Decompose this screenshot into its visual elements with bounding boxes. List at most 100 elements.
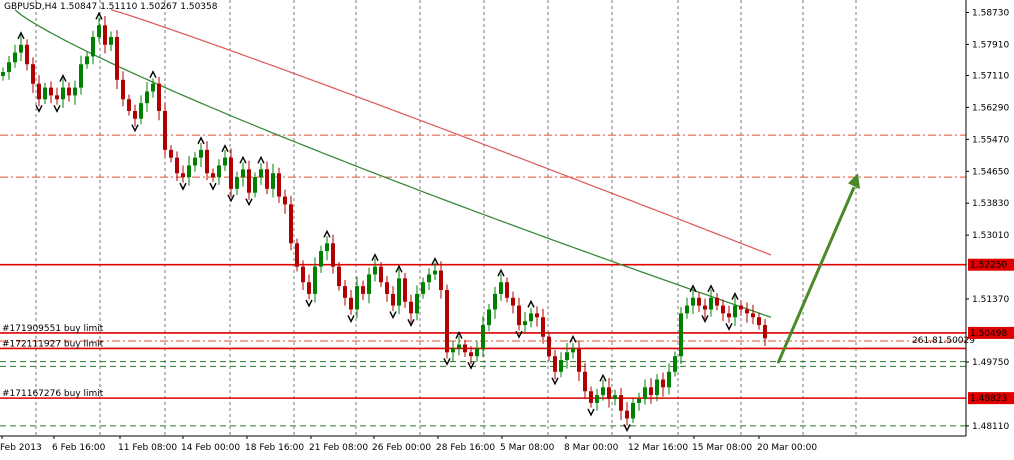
candle-body — [445, 290, 449, 353]
candle-body — [709, 297, 713, 310]
candle-body — [529, 313, 533, 322]
candle-body — [661, 379, 665, 388]
trend-arrow-shaft — [776, 186, 856, 364]
candle-body — [655, 379, 659, 396]
candle-body — [139, 103, 143, 119]
candle-body — [547, 336, 551, 357]
candle-body — [667, 371, 671, 388]
fractal-down-marker — [587, 408, 595, 417]
candle-body — [535, 313, 539, 318]
price-label-box — [968, 326, 1014, 339]
candle-body — [49, 87, 53, 96]
candle-body — [55, 95, 59, 100]
fractal-down-marker — [389, 311, 397, 320]
moving-average-line — [110, 9, 772, 256]
price-label-box — [968, 392, 1014, 405]
chart-header: GBPUSD,H4 1.50847 1.51110 1.50267 1.5035… — [4, 2, 218, 12]
fractal-down-marker — [53, 104, 61, 113]
candle-body — [721, 305, 725, 314]
order-label: #172111927 buy limit — [2, 339, 104, 349]
fractal-up-marker — [569, 334, 577, 343]
candle-body — [427, 274, 431, 283]
y-tick-label: 1.49750 — [972, 358, 1009, 368]
candle-body — [43, 87, 47, 100]
candle-body — [565, 352, 569, 361]
fractal-up-marker — [239, 155, 247, 164]
fractal-up-marker — [95, 11, 103, 20]
fractal-down-marker — [467, 361, 475, 370]
candle-body — [601, 387, 605, 396]
fractal-up-marker — [707, 284, 715, 293]
candle-body — [487, 309, 491, 326]
candle-body — [631, 402, 635, 419]
y-tick-label: 1.54650 — [972, 167, 1009, 177]
y-tick-label: 1.53830 — [972, 199, 1009, 209]
candle-body — [583, 371, 587, 392]
fractal-down-marker — [245, 198, 253, 207]
fractal-up-marker — [431, 256, 439, 265]
candle-body — [559, 360, 563, 372]
candle-body — [169, 149, 173, 158]
candle-body — [511, 297, 515, 306]
y-tick-label: 1.57110 — [972, 72, 1009, 82]
y-tick-label: 1.55470 — [972, 135, 1009, 145]
candle-body — [121, 79, 125, 100]
trend-arrow-head — [848, 173, 860, 190]
candle-body — [319, 251, 323, 267]
fractal-up-marker — [371, 253, 379, 261]
y-tick-label: 1.57910 — [972, 40, 1009, 50]
candle-body — [673, 356, 677, 372]
candle-body — [745, 309, 749, 314]
candle-body — [763, 325, 767, 339]
candles — [1, 15, 767, 426]
x-tick-label: 18 Feb 16:00 — [245, 443, 304, 453]
candle-body — [241, 169, 245, 178]
x-tick-label: 12 Mar 16:00 — [628, 443, 688, 453]
x-tick-label: 14 Feb 00:00 — [181, 443, 240, 453]
y-tick-label: 1.48823 — [970, 394, 1007, 404]
candle-body — [679, 313, 683, 357]
fractal-up-marker — [149, 70, 157, 79]
candle-body — [25, 44, 29, 65]
y-tick-label: 1.51370 — [972, 295, 1009, 305]
fractal-down-marker — [305, 299, 313, 308]
horizontal-lines — [0, 134, 966, 427]
candle-body — [571, 348, 575, 353]
candle-body — [649, 387, 653, 396]
grid — [35, 0, 857, 436]
candle-body — [151, 83, 155, 92]
y-tick-label: 1.58730 — [972, 8, 1009, 18]
candle-body — [409, 301, 413, 314]
order-label: #171167276 buy limit — [2, 389, 104, 399]
candle-body — [607, 387, 611, 400]
candle-body — [163, 110, 167, 150]
candle-body — [703, 305, 707, 310]
candle-body — [469, 352, 473, 357]
x-tick-label: 28 Feb 16:00 — [436, 443, 495, 453]
candle-body — [259, 169, 263, 178]
candle-body — [325, 243, 329, 252]
fractal-up-marker — [59, 74, 67, 82]
candle-body — [499, 282, 503, 294]
candle-body — [541, 317, 545, 337]
fractal-down-marker — [209, 182, 217, 191]
candle-body — [31, 64, 35, 84]
fractal-up-marker — [689, 284, 697, 293]
candle-body — [595, 395, 599, 403]
candle-body — [1, 72, 5, 76]
candle-body — [7, 62, 11, 73]
candle-body — [253, 177, 257, 193]
candle-body — [127, 99, 131, 111]
candle-body — [337, 266, 341, 287]
y-tick-label: 1.50498 — [970, 329, 1007, 339]
candle-body — [619, 395, 623, 411]
y-tick-label: 1.53010 — [972, 231, 1009, 241]
candle-body — [697, 297, 701, 306]
price-label-box — [968, 258, 1014, 271]
candle-body — [421, 282, 425, 294]
x-tick-label: 20 Mar 00:00 — [757, 443, 817, 453]
fractal-down-marker — [131, 124, 139, 133]
order-label: #171909551 buy limit — [2, 324, 104, 334]
candle-body — [193, 157, 197, 166]
